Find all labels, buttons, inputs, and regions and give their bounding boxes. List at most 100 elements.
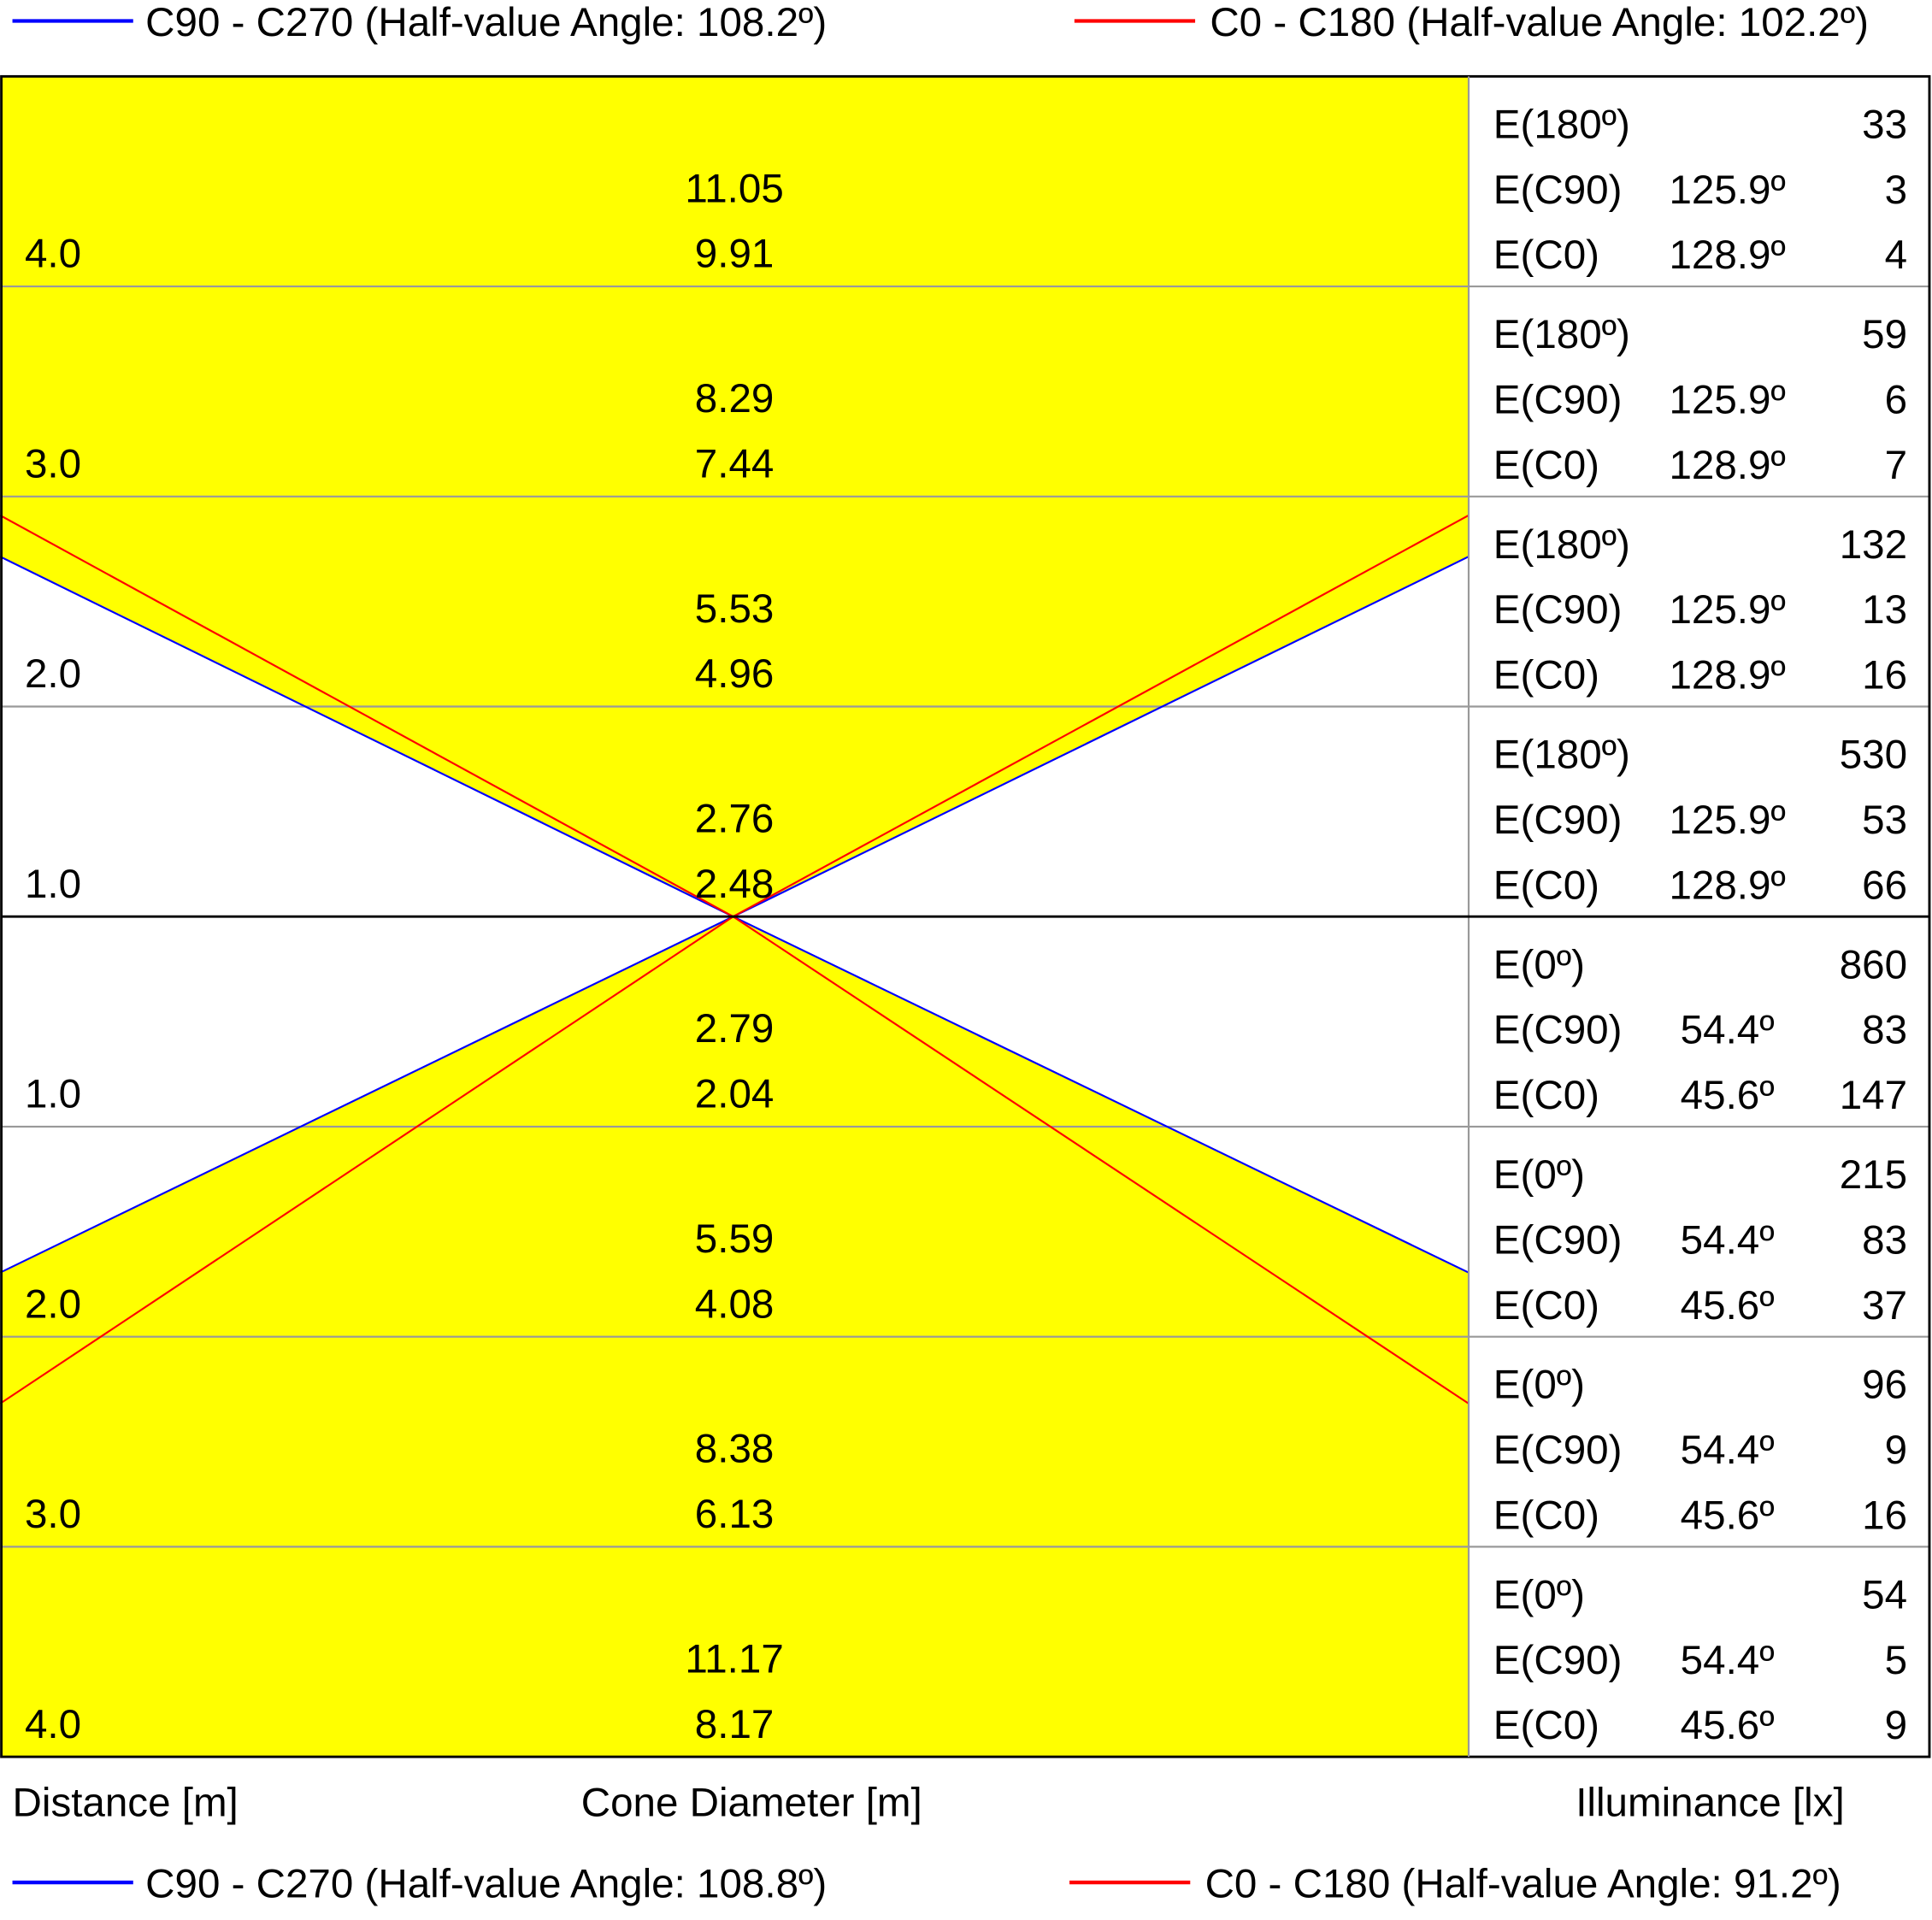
- illuminance-label: E(C90): [1493, 378, 1623, 423]
- illuminance-label: E(0º): [1493, 1572, 1585, 1617]
- cone-line: [0, 916, 1469, 1274]
- illuminance-label: E(C90): [1493, 168, 1623, 213]
- angle: 54.4º: [1681, 1217, 1775, 1263]
- distance: 3.0: [25, 441, 81, 486]
- angle: 125.9º: [1669, 798, 1785, 843]
- diameter: 9.91: [695, 232, 775, 277]
- illuminance-label: E(180º): [1493, 733, 1630, 778]
- angle: 128.9º: [1669, 863, 1785, 908]
- axis-label: Distance [m]: [13, 1780, 239, 1825]
- diameter: 8.38: [695, 1427, 775, 1472]
- illuminance-label: E(C0): [1493, 233, 1599, 278]
- illuminance-value: 6: [1885, 378, 1907, 423]
- illuminance-value: 16: [1862, 653, 1907, 698]
- distance: 4.0: [25, 232, 81, 277]
- distance: 1.0: [25, 1072, 81, 1117]
- angle: 128.9º: [1669, 443, 1785, 488]
- angle: 125.9º: [1669, 168, 1785, 213]
- illuminance-value: 3: [1885, 168, 1907, 213]
- distance: 2.0: [25, 1281, 81, 1327]
- illuminance-label: E(180º): [1493, 522, 1630, 568]
- illuminance-value: 215: [1840, 1152, 1907, 1198]
- half: [0, 916, 1469, 1405]
- angle: 45.6º: [1681, 1073, 1775, 1118]
- illuminance-label: E(0º): [1493, 942, 1585, 987]
- illuminance-label: E(180º): [1493, 102, 1630, 147]
- distance: 1.0: [25, 862, 81, 907]
- diameter: 2.48: [695, 862, 775, 907]
- illuminance-value: 4: [1885, 233, 1907, 278]
- angle: 45.6º: [1681, 1703, 1775, 1748]
- illuminance-value: 5: [1885, 1638, 1907, 1683]
- illuminance-label: E(C90): [1493, 1008, 1623, 1053]
- axis-label: Illuminance [lx]: [1576, 1780, 1844, 1825]
- cone-line: [0, 556, 1469, 917]
- distance: 2.0: [25, 651, 81, 697]
- illuminance-value: 96: [1862, 1363, 1907, 1408]
- illuminance-label: E(C0): [1493, 443, 1599, 488]
- illuminance-value: 9: [1885, 1428, 1907, 1473]
- diameter: 6.13: [695, 1492, 775, 1537]
- angle: 45.6º: [1681, 1493, 1775, 1538]
- diameter: 4.96: [695, 651, 775, 697]
- illuminance-label: E(C0): [1493, 1283, 1599, 1328]
- angle: 54.4º: [1681, 1008, 1775, 1053]
- illuminance-value: 66: [1862, 863, 1907, 908]
- diameter: 2.04: [695, 1072, 775, 1117]
- illuminance-label: E(C0): [1493, 1073, 1599, 1118]
- diameter: 5.53: [695, 586, 775, 632]
- angle: 128.9º: [1669, 653, 1785, 698]
- illuminance-value: 33: [1862, 102, 1907, 147]
- illuminance-value: 860: [1840, 942, 1907, 987]
- legend-label: C0 - C180 (Half-value Angle: 102.2º): [1210, 0, 1869, 45]
- cone-line: [0, 916, 1469, 1405]
- angle: 54.4º: [1681, 1428, 1775, 1473]
- illuminance-value: 54: [1862, 1572, 1907, 1617]
- illuminance-label: E(C90): [1493, 1217, 1623, 1263]
- legend-label: C90 - C270 (Half-value Angle: 108.8º): [145, 1861, 827, 1906]
- diameter: 8.17: [695, 1702, 775, 1747]
- illuminance-value: 147: [1840, 1073, 1907, 1118]
- illuminance-value: 16: [1862, 1493, 1907, 1538]
- distance: 4.0: [25, 1702, 81, 1747]
- diameter: 5.59: [695, 1216, 775, 1262]
- diameter: 11.17: [685, 1636, 783, 1681]
- illuminance-label: E(C90): [1493, 1638, 1623, 1683]
- cone-line: [0, 514, 1469, 917]
- diameter: 4.08: [695, 1281, 775, 1327]
- angle: 125.9º: [1669, 587, 1785, 633]
- legend-label: C0 - C180 (Half-value Angle: 91.2º): [1205, 1861, 1841, 1906]
- angle: 128.9º: [1669, 233, 1785, 278]
- illuminance-value: 7: [1885, 443, 1907, 488]
- illuminance-label: E(180º): [1493, 312, 1630, 357]
- half: [0, 514, 1469, 917]
- diameter: 8.29: [695, 376, 775, 421]
- illuminance-label: E(C0): [1493, 653, 1599, 698]
- illuminance-label: E(C0): [1493, 1703, 1599, 1748]
- diameter: 7.44: [695, 441, 775, 486]
- illuminance-label: E(0º): [1493, 1152, 1585, 1198]
- angle: 54.4º: [1681, 1638, 1775, 1683]
- illuminance-value: 13: [1862, 587, 1907, 633]
- angle: 45.6º: [1681, 1283, 1775, 1328]
- distance: 3.0: [25, 1492, 81, 1537]
- diameter: 2.79: [695, 1006, 775, 1051]
- illuminance-value: 37: [1862, 1283, 1907, 1328]
- illuminance-label: E(C90): [1493, 1428, 1623, 1473]
- illuminance-value: 59: [1862, 312, 1907, 357]
- illuminance-label: E(C0): [1493, 1493, 1599, 1538]
- illuminance-value: 53: [1862, 798, 1907, 843]
- illuminance-value: 9: [1885, 1703, 1907, 1748]
- illuminance-value: 132: [1840, 522, 1907, 568]
- legend-label: C90 - C270 (Half-value Angle: 108.2º): [145, 0, 827, 45]
- illuminance-label: E(C0): [1493, 863, 1599, 908]
- illuminance-value: 83: [1862, 1217, 1907, 1263]
- diameter: 2.76: [695, 797, 775, 842]
- angle: 125.9º: [1669, 378, 1785, 423]
- axis-label: Cone Diameter [m]: [581, 1780, 922, 1825]
- illuminance-label: E(0º): [1493, 1363, 1585, 1408]
- diameter: 11.05: [685, 166, 783, 211]
- illuminance-value: 83: [1862, 1008, 1907, 1053]
- illuminance-value: 530: [1840, 733, 1907, 778]
